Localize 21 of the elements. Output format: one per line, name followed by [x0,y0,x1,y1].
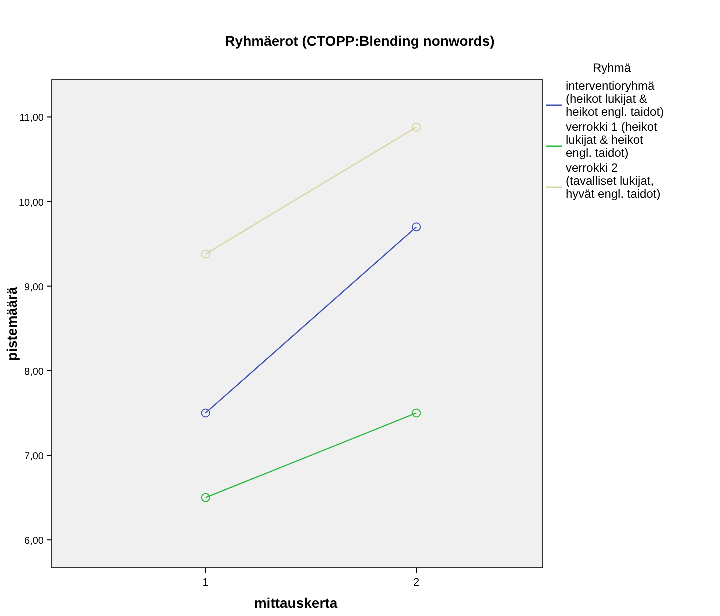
y-tick-label: 9,00 [24,282,44,294]
y-tick-label: 7,00 [24,452,44,463]
legend-label: verrokki 1 (heikot lukijat & heikot engl. taidot) [566,120,658,160]
point [201,408,210,418]
point [412,122,422,132]
x-tick-label: 1 [202,577,209,589]
legend-label: interventioryhmä (heikot lukijat & heikot engl. taidot) [566,79,664,119]
chart-title: Ryhmäerot (CTOPP:Blending nonwords) [225,33,495,49]
point [201,250,210,259]
y-axis-title: pistemäärä [4,286,20,361]
legend-title: Ryhmä [592,61,632,75]
y-tick-label: 6,00 [24,536,44,548]
y-tick-label: 10,00 [18,198,44,209]
point [412,408,422,418]
point [412,222,422,232]
legend-label: verrokki 2 (tavalliset lukijat, hyvät engl. taidot) [566,161,661,201]
x-tick-label: 2 [414,577,420,589]
point [201,493,210,502]
x-axis-title: mittauskerta [254,595,338,611]
y-tick-label: 11,00 [20,113,44,124]
y-tick-label: 8,00 [24,366,44,378]
